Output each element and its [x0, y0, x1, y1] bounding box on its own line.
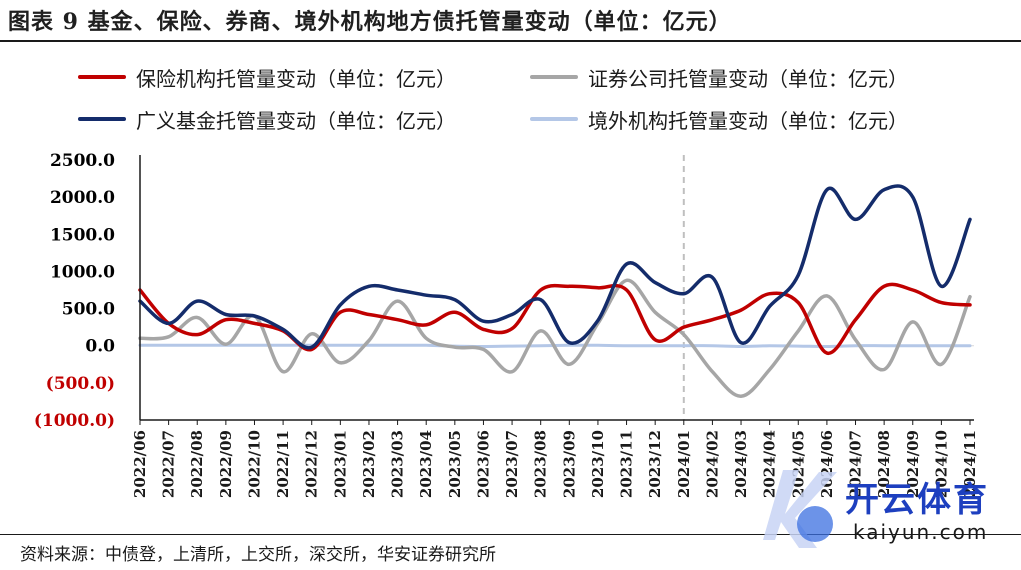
x-tick-label: 2023/01 [331, 430, 349, 498]
line-chart: 2500.0 2000.0 1500.0 1000.0 500.0 0.0 (500.0) (… [34, 151, 979, 498]
x-tick-label: 2024/10 [932, 430, 950, 498]
footer-divider [0, 534, 1021, 535]
legend-swatch [530, 117, 578, 121]
watermark-logo: 开云体育 kaiyun.com [745, 462, 1015, 552]
x-tick-label: 2023/06 [474, 430, 492, 498]
x-tick-label: 2024/02 [703, 430, 721, 498]
title-divider [0, 40, 1021, 42]
legend-item: 境外机构托管量变动（单位：亿元） [530, 104, 908, 134]
x-tick-label: 2023/02 [360, 430, 378, 498]
x-tick-label: 2022/11 [274, 430, 292, 498]
y-tick-label: 0.0 [85, 337, 115, 357]
x-tick-label: 2023/07 [503, 430, 521, 498]
legend-item: 保险机构托管量变动（单位：亿元） [78, 62, 456, 92]
legend-swatch [78, 75, 126, 79]
x-tick-label: 2022/08 [188, 430, 206, 498]
watermark-k-icon [763, 470, 837, 548]
x-tick-label: 2022/12 [303, 430, 321, 498]
x-tick-label: 2024/07 [847, 430, 865, 498]
x-tick-label: 2023/08 [532, 430, 550, 498]
y-tick-label: 2000.0 [50, 188, 115, 208]
x-tick-label: 2022/09 [217, 430, 235, 498]
legend-label: 保险机构托管量变动（单位：亿元） [136, 66, 456, 91]
x-tick-label: 2024/08 [875, 430, 893, 498]
legend-swatch [530, 75, 578, 79]
y-tick-label: 1000.0 [50, 262, 115, 282]
watermark-domain: kaiyun.com [853, 520, 989, 544]
x-tick-label: 2022/07 [160, 430, 178, 498]
x-tick-label: 2023/12 [646, 430, 664, 498]
legend-item: 广义基金托管量变动（单位：亿元） [78, 104, 456, 134]
y-tick-label: 1500.0 [50, 225, 115, 245]
x-tick-label: 2024/04 [761, 430, 779, 498]
x-tick-label: 2023/09 [560, 430, 578, 498]
y-tick-label: (1000.0) [34, 411, 115, 431]
x-tick-label: 2023/10 [589, 430, 607, 498]
legend-label: 境外机构托管量变动（单位：亿元） [588, 108, 908, 133]
x-tick-label: 2022/06 [131, 430, 149, 498]
legend-label: 证券公司托管量变动（单位：亿元） [588, 66, 908, 91]
x-tick-label: 2023/04 [417, 430, 435, 498]
series-line-funds [138, 184, 972, 350]
chart-legend: 保险机构托管量变动（单位：亿元） 证券公司托管量变动（单位：亿元） 广义基金托管量变… [0, 62, 1021, 142]
x-tick-label: 2023/03 [389, 430, 407, 498]
x-tick-label: 2024/01 [675, 430, 693, 498]
y-tick-label: 2500.0 [50, 151, 115, 171]
legend-swatch [78, 117, 126, 121]
y-tick-label: (500.0) [46, 374, 115, 394]
x-tick-label: 2024/11 [961, 430, 979, 498]
legend-item: 证券公司托管量变动（单位：亿元） [530, 62, 908, 92]
chart-title: 图表 9 基金、保险、券商、境外机构地方债托管量变动（单位：亿元） [8, 9, 732, 35]
source-note: 资料来源：中债登，上清所，上交所，深交所，华安证券研究所 [20, 545, 496, 565]
legend-label: 广义基金托管量变动（单位：亿元） [136, 108, 456, 133]
series-line-securities [138, 278, 972, 398]
x-tick-label: 2022/10 [245, 430, 263, 498]
watermark-brand: 开云体育 [845, 480, 989, 520]
x-tick-label: 2024/09 [904, 430, 922, 498]
x-tick-label: 2023/11 [618, 430, 636, 498]
x-tick-label: 2023/05 [446, 430, 464, 498]
x-tick-label: 2024/03 [732, 430, 750, 498]
y-tick-label: 500.0 [62, 300, 115, 320]
